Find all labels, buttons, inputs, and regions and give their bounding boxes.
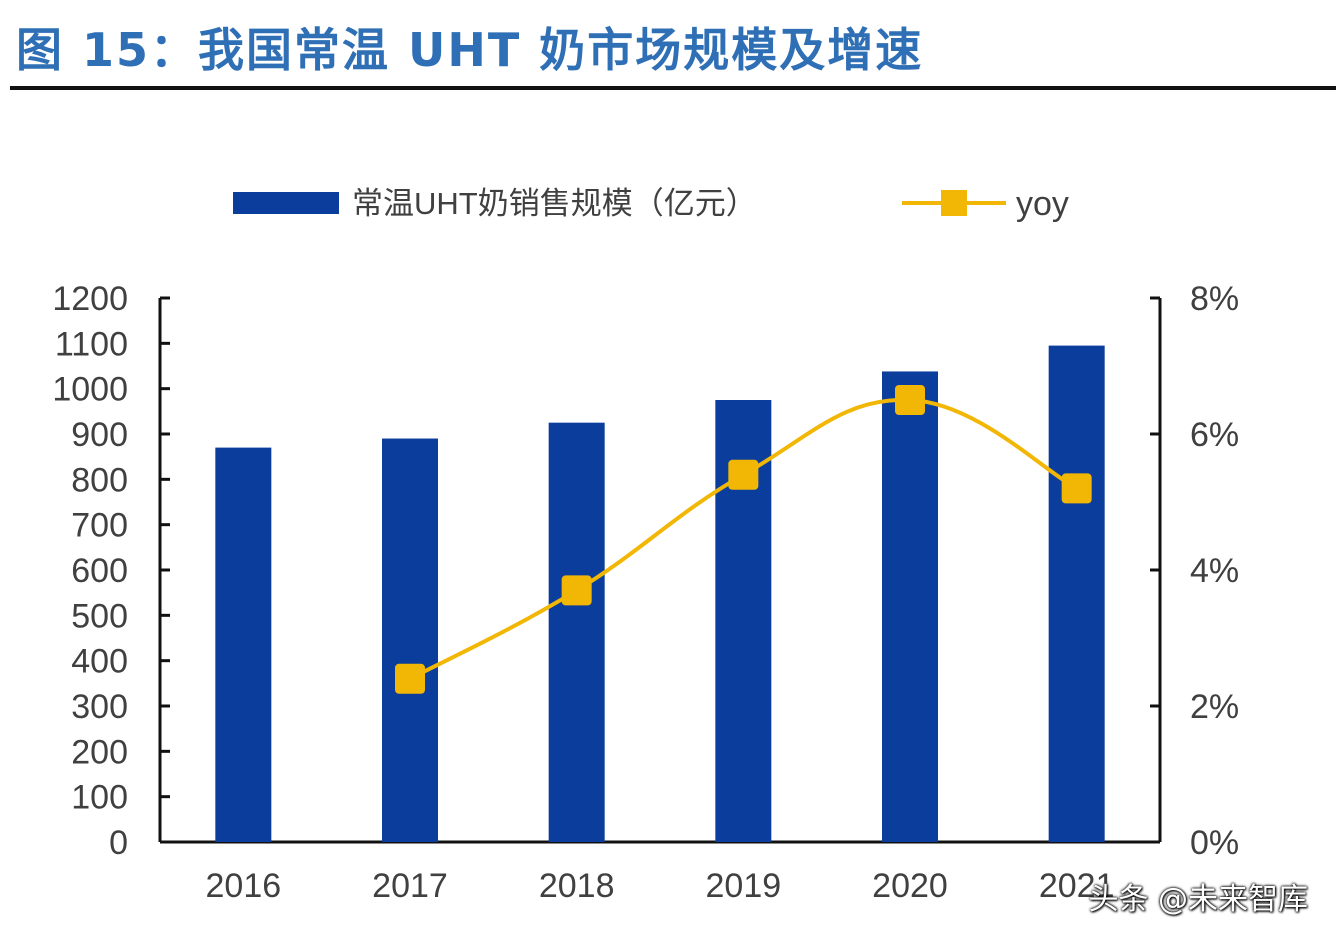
- x-tick-label: 2020: [872, 867, 948, 905]
- figure-title: 图 15：我国常温 UHT 奶市场规模及增速: [16, 23, 924, 77]
- y-right-tick-label: 8%: [1190, 280, 1239, 318]
- axes: 0 100 200 300 400 500 600 700 800 900 1000 1100 1200…: [52, 280, 1239, 905]
- bar-2021: [1048, 345, 1105, 842]
- yoy-point-2021: [1061, 473, 1092, 504]
- y-left-tick-label: 400: [71, 643, 128, 681]
- legend-bar-swatch: [233, 192, 339, 214]
- y-left-tick-label: 800: [71, 461, 128, 499]
- y-left-tick-label: 1200: [52, 280, 128, 318]
- x-tick-label: 2018: [539, 867, 615, 905]
- y-left-tick-label: 700: [71, 507, 128, 545]
- bars: [215, 345, 1105, 842]
- yoy-point-2017: [395, 663, 425, 694]
- x-tick-label: 2019: [706, 867, 782, 905]
- bar-2017: [382, 438, 438, 842]
- legend-bar-label: 常温UHT奶销售规模（亿元）: [352, 186, 757, 221]
- watermark: 头条 @未来智库: [1088, 882, 1308, 917]
- legend-line-label: yoy: [1016, 185, 1069, 223]
- legend-line-marker: [941, 190, 967, 216]
- yoy-point-2018: [561, 575, 592, 606]
- bar-2018: [548, 422, 605, 842]
- title-divider: [10, 86, 1336, 90]
- bar-2020: [882, 371, 938, 842]
- y-left-tick-label: 0: [109, 824, 128, 862]
- legend: 常温UHT奶销售规模（亿元） yoy: [233, 185, 1069, 223]
- x-tick-label: 2017: [372, 867, 448, 905]
- y-left-tick-label: 500: [71, 597, 128, 635]
- x-tick-label: 2021: [1039, 867, 1115, 905]
- y-left-tick-label: 600: [71, 552, 128, 590]
- x-tick-label: 2016: [206, 867, 282, 905]
- y-left-tick-label: 1000: [52, 371, 128, 409]
- y-right-tick-label: 0%: [1190, 824, 1239, 862]
- y-right-tick-label: 4%: [1190, 552, 1239, 590]
- y-right-tick-label: 2%: [1190, 688, 1239, 726]
- y-left-tick-label: 200: [71, 733, 128, 771]
- yoy-point-2019: [728, 459, 759, 490]
- y-left-tick-label: 1100: [55, 325, 128, 363]
- bar-2016: [215, 447, 272, 842]
- y-left-tick-label: 900: [71, 416, 128, 454]
- yoy-point-2020: [895, 385, 925, 415]
- y-right-tick-label: 6%: [1190, 416, 1239, 454]
- yoy-series: [395, 385, 1092, 694]
- y-left-tick-label: 300: [71, 688, 128, 726]
- y-left-tick-label: 100: [71, 779, 128, 817]
